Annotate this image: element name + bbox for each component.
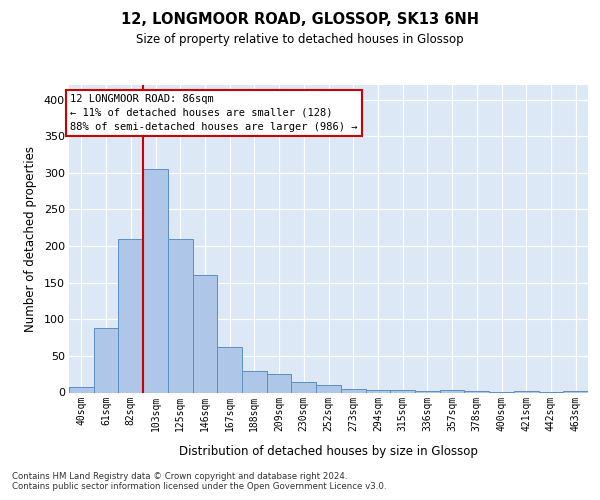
Bar	[69, 388, 94, 392]
Bar	[415, 391, 440, 392]
Bar	[118, 239, 143, 392]
Bar	[267, 374, 292, 392]
Text: 12 LONGMOOR ROAD: 86sqm
← 11% of detached houses are smaller (128)
88% of semi-d: 12 LONGMOOR ROAD: 86sqm ← 11% of detache…	[70, 94, 358, 132]
Bar	[563, 391, 588, 392]
Text: Distribution of detached houses by size in Glossop: Distribution of detached houses by size …	[179, 444, 478, 458]
Bar	[365, 390, 390, 392]
Bar	[217, 347, 242, 393]
Bar	[143, 169, 168, 392]
Text: Size of property relative to detached houses in Glossop: Size of property relative to detached ho…	[136, 32, 464, 46]
Bar	[440, 390, 464, 392]
Bar	[390, 390, 415, 392]
Bar	[341, 389, 365, 392]
Bar	[316, 385, 341, 392]
Bar	[464, 391, 489, 392]
Bar	[94, 328, 118, 392]
Text: Contains public sector information licensed under the Open Government Licence v3: Contains public sector information licen…	[12, 482, 386, 491]
Bar	[292, 382, 316, 392]
Y-axis label: Number of detached properties: Number of detached properties	[24, 146, 37, 332]
Bar	[168, 239, 193, 392]
Text: Contains HM Land Registry data © Crown copyright and database right 2024.: Contains HM Land Registry data © Crown c…	[12, 472, 347, 481]
Bar	[242, 370, 267, 392]
Text: 12, LONGMOOR ROAD, GLOSSOP, SK13 6NH: 12, LONGMOOR ROAD, GLOSSOP, SK13 6NH	[121, 12, 479, 28]
Bar	[193, 276, 217, 392]
Bar	[514, 391, 539, 392]
